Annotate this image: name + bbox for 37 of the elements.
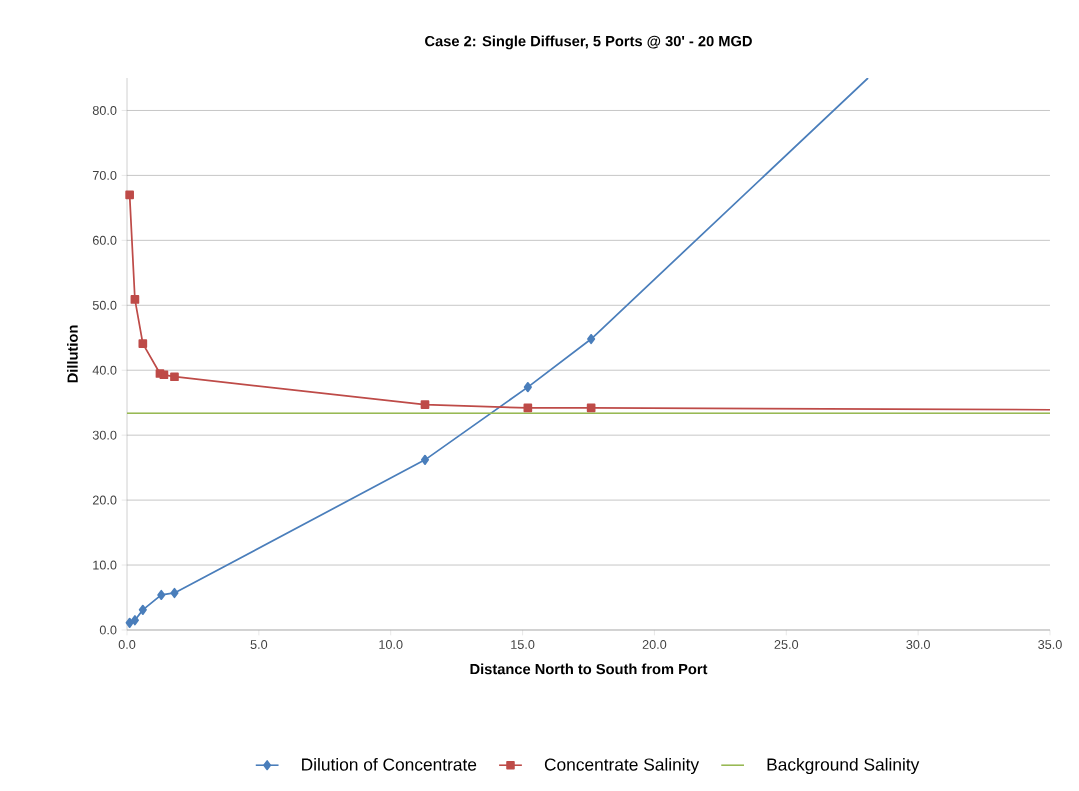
point bbox=[170, 372, 179, 382]
y-axis-title: Dillution bbox=[67, 325, 78, 383]
point bbox=[125, 617, 134, 628]
x-tick-label: 25.0 bbox=[774, 640, 799, 649]
point bbox=[138, 604, 147, 615]
point bbox=[125, 190, 134, 200]
y-tick-label: 80.0 bbox=[92, 105, 117, 115]
x-tick-label: 5.0 bbox=[250, 640, 268, 649]
point bbox=[130, 615, 139, 626]
legend-label: Dilution of Concentrate bbox=[302, 757, 477, 771]
y-tick-label: 40.0 bbox=[92, 365, 117, 375]
point bbox=[523, 381, 532, 393]
point bbox=[138, 339, 148, 348]
chart-title: Case 2: Single Diffuser, 5 Ports @ 30' - 20 MGD bbox=[425, 35, 752, 50]
x-tick-label: 30.0 bbox=[906, 640, 930, 649]
x-tick-label: 20.0 bbox=[642, 640, 667, 649]
y-tick-label: 60.0 bbox=[92, 235, 117, 245]
y-tick-label: 50.0 bbox=[92, 300, 117, 310]
point bbox=[130, 295, 140, 304]
y-tick-label: 20.0 bbox=[92, 495, 117, 505]
legend-label: Concentrate Salinity bbox=[544, 757, 700, 775]
point bbox=[157, 589, 166, 601]
x-tick-label: 35.0 bbox=[1038, 640, 1062, 649]
point bbox=[170, 587, 179, 599]
x-tick-label: 10.0 bbox=[379, 640, 403, 649]
y-tick-label: 10.0 bbox=[93, 560, 117, 570]
x-tick-label: 0.0 bbox=[118, 640, 136, 649]
point bbox=[587, 333, 596, 345]
y-tick-label: 0.0 bbox=[99, 625, 117, 635]
point bbox=[159, 370, 169, 380]
y-tick-label: 30.0 bbox=[92, 430, 117, 440]
x-axis-title: Distance North to South from Port bbox=[470, 663, 708, 675]
point bbox=[420, 400, 430, 409]
x-tick-label: 15.0 bbox=[511, 640, 535, 649]
y-tick-label: 70.0 bbox=[92, 170, 117, 180]
point bbox=[420, 454, 430, 465]
legend-label: Background Salinity bbox=[767, 757, 920, 775]
